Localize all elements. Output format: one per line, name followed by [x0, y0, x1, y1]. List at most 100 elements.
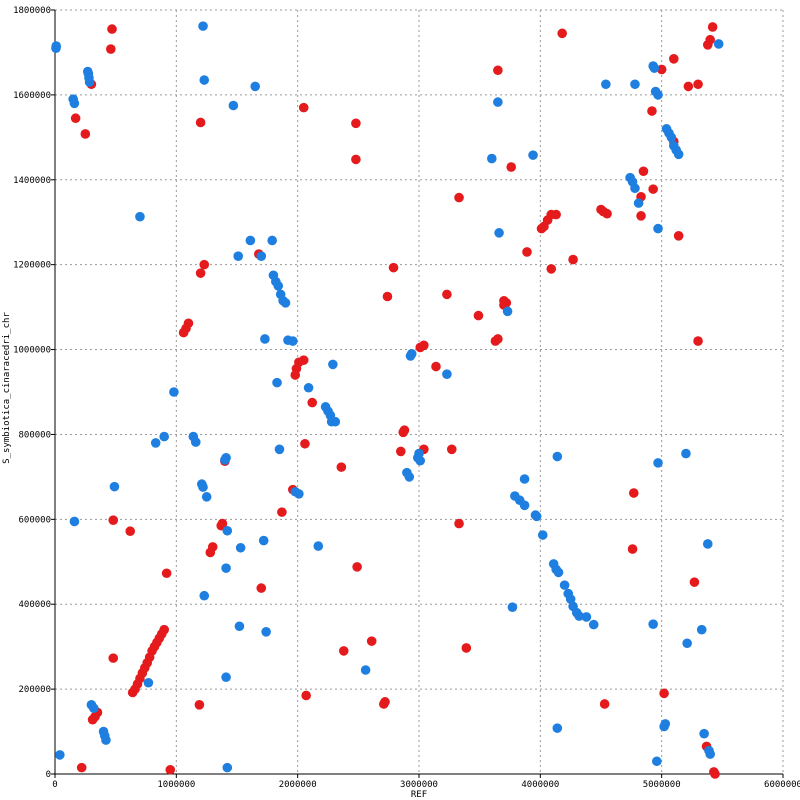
data-point	[531, 511, 542, 522]
data-point	[633, 198, 644, 208]
y-tick-label: 400000	[18, 600, 51, 610]
data-point	[713, 39, 724, 49]
data-point	[553, 567, 564, 578]
data-point	[388, 262, 399, 273]
data-point	[221, 563, 231, 573]
data-point	[669, 54, 679, 64]
data-point	[70, 113, 81, 124]
x-tick-label: 1000000	[157, 780, 195, 790]
data-point	[396, 446, 406, 457]
data-point	[574, 611, 584, 621]
data-point	[630, 183, 640, 194]
data-point	[638, 166, 649, 177]
axes	[51, 9, 784, 778]
data-point	[290, 370, 301, 380]
data-point	[258, 535, 269, 546]
data-point	[682, 638, 692, 649]
data-point	[601, 79, 611, 90]
data-point	[220, 455, 230, 465]
data-point	[178, 327, 189, 338]
data-point	[599, 699, 610, 709]
y-tick-label: 1400000	[13, 176, 51, 186]
data-point	[653, 223, 663, 234]
data-point	[696, 624, 707, 635]
data-point	[336, 462, 347, 472]
data-point	[165, 764, 176, 775]
data-point	[159, 431, 169, 442]
data-point	[653, 90, 663, 100]
data-point	[493, 65, 503, 76]
x-tick-label: 0	[52, 780, 57, 790]
data-point	[681, 448, 691, 459]
data-point	[454, 518, 464, 529]
data-point	[235, 542, 246, 553]
data-point	[536, 223, 547, 234]
data-point	[108, 653, 119, 663]
x-tick-label: 3000000	[400, 780, 438, 790]
data-point	[303, 382, 314, 393]
data-point	[222, 525, 233, 536]
data-point	[127, 687, 138, 698]
data-point	[199, 590, 210, 601]
data-point	[205, 547, 216, 558]
data-point	[507, 602, 518, 612]
data-point	[313, 541, 324, 551]
data-point	[300, 438, 310, 449]
data-point	[143, 677, 154, 688]
data-point	[431, 361, 441, 372]
data-point	[522, 247, 532, 257]
data-point	[135, 211, 145, 222]
x-tick-label: 4000000	[521, 780, 559, 790]
data-point	[194, 700, 205, 710]
data-point	[659, 688, 669, 699]
x-tick-label: 5000000	[643, 780, 681, 790]
data-point	[55, 750, 65, 760]
data-point	[537, 530, 548, 540]
data-point	[487, 153, 497, 164]
data-point	[689, 577, 700, 587]
data-point	[454, 192, 464, 203]
data-point	[494, 228, 504, 238]
data-point	[652, 756, 662, 767]
data-point	[107, 24, 117, 34]
data-point	[328, 359, 338, 370]
data-point	[673, 149, 684, 160]
data-point	[446, 444, 457, 455]
data-point	[109, 481, 120, 492]
data-point	[490, 336, 501, 346]
data-point	[693, 336, 703, 346]
data-point	[415, 342, 426, 353]
data-point	[493, 97, 503, 107]
data-point	[190, 437, 201, 447]
data-point	[628, 488, 639, 498]
data-point	[693, 79, 703, 90]
data-point	[51, 43, 61, 53]
data-point	[199, 75, 210, 85]
data-point	[161, 568, 172, 579]
data-point	[169, 387, 179, 397]
data-point	[150, 438, 161, 448]
data-point	[588, 619, 599, 630]
data-point	[108, 515, 119, 525]
data-point	[647, 106, 657, 116]
data-point	[565, 594, 576, 604]
data-point	[649, 63, 660, 73]
data-point	[656, 64, 667, 75]
data-point	[699, 728, 709, 739]
data-point	[360, 665, 371, 675]
data-point	[256, 583, 267, 593]
data-point	[272, 377, 282, 388]
data-point	[80, 129, 91, 139]
data-point	[648, 619, 658, 629]
data-point	[199, 259, 210, 270]
data-point	[405, 351, 416, 361]
x-tick-label: 6000000	[764, 780, 800, 790]
data-point	[404, 472, 415, 482]
data-point	[76, 762, 87, 773]
y-tick-label: 1800000	[13, 6, 51, 16]
data-point	[473, 310, 484, 321]
data-point	[352, 562, 362, 572]
data-point	[519, 500, 530, 511]
y-tick-label: 0	[46, 770, 51, 780]
data-point	[415, 455, 426, 466]
